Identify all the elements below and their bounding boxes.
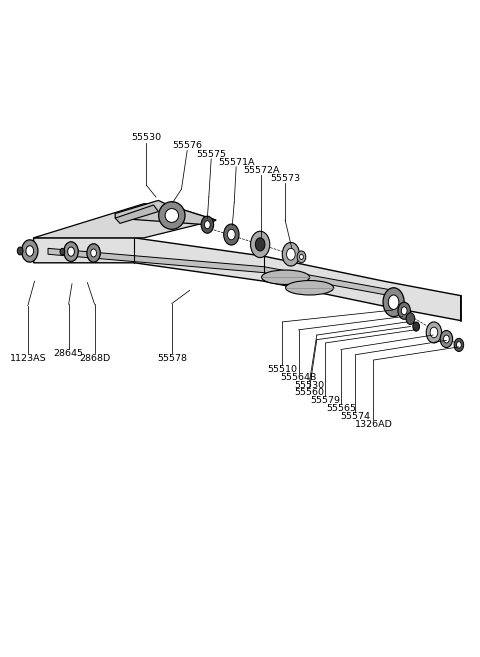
- Circle shape: [87, 244, 100, 262]
- Circle shape: [454, 338, 464, 351]
- Circle shape: [398, 302, 410, 319]
- Circle shape: [228, 229, 235, 240]
- Text: 55530: 55530: [132, 133, 161, 143]
- Circle shape: [64, 242, 78, 261]
- Ellipse shape: [262, 270, 310, 284]
- Polygon shape: [115, 200, 216, 225]
- Text: 55578: 55578: [157, 353, 187, 363]
- Circle shape: [204, 221, 210, 229]
- Circle shape: [224, 224, 239, 245]
- Circle shape: [401, 307, 407, 315]
- Circle shape: [68, 247, 74, 256]
- Circle shape: [287, 248, 295, 260]
- Text: 1123AS: 1123AS: [10, 353, 46, 363]
- Polygon shape: [48, 248, 394, 296]
- Circle shape: [383, 288, 404, 317]
- Text: 28645: 28645: [54, 349, 84, 358]
- Circle shape: [251, 231, 270, 258]
- Circle shape: [300, 254, 303, 260]
- Text: 55530: 55530: [295, 381, 324, 390]
- Circle shape: [388, 295, 399, 309]
- Text: 55564B: 55564B: [280, 373, 317, 382]
- Text: 1326AD: 1326AD: [355, 420, 392, 429]
- Text: 55560: 55560: [295, 388, 324, 397]
- Text: 55572A: 55572A: [243, 166, 279, 175]
- Text: 55575: 55575: [196, 150, 226, 159]
- Text: 55573: 55573: [270, 173, 300, 183]
- Circle shape: [297, 251, 306, 263]
- Circle shape: [201, 216, 214, 233]
- Ellipse shape: [165, 209, 179, 222]
- Circle shape: [456, 342, 461, 348]
- Text: 55571A: 55571A: [218, 158, 254, 167]
- Circle shape: [60, 248, 65, 255]
- Text: 55574: 55574: [340, 412, 370, 421]
- Circle shape: [17, 247, 23, 255]
- Circle shape: [282, 242, 300, 266]
- Circle shape: [440, 330, 453, 348]
- Polygon shape: [34, 238, 461, 321]
- Circle shape: [444, 335, 449, 343]
- Circle shape: [26, 246, 34, 256]
- Ellipse shape: [286, 281, 334, 295]
- Text: 55510: 55510: [267, 365, 297, 374]
- Circle shape: [426, 322, 442, 343]
- Circle shape: [430, 327, 438, 338]
- Polygon shape: [115, 205, 158, 223]
- Circle shape: [406, 313, 415, 325]
- Text: 55565: 55565: [326, 404, 356, 413]
- Circle shape: [22, 240, 38, 262]
- Circle shape: [255, 238, 265, 251]
- Text: 55579: 55579: [311, 396, 340, 405]
- Ellipse shape: [158, 202, 185, 229]
- Circle shape: [91, 249, 96, 257]
- Polygon shape: [34, 204, 216, 238]
- Circle shape: [413, 322, 420, 331]
- Text: 2868D: 2868D: [79, 353, 110, 363]
- Text: 55576: 55576: [172, 141, 202, 150]
